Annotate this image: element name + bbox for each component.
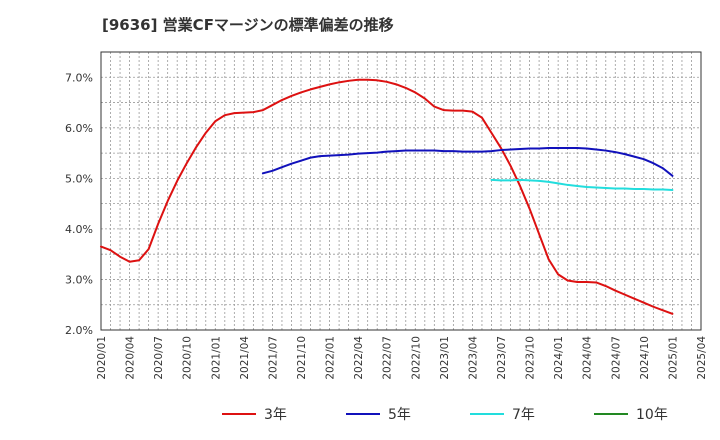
x-tick-label: 2021/07	[267, 336, 279, 380]
x-tick-label: 2025/01	[667, 336, 679, 380]
x-tick-label: 2021/01	[210, 336, 222, 380]
legend-label: 7年	[512, 407, 535, 423]
x-tick-label: 2022/04	[353, 336, 365, 380]
y-tick-label: 2.0%	[65, 324, 93, 337]
y-tick-label: 4.0%	[65, 223, 93, 236]
x-tick-label: 2020/07	[153, 336, 165, 380]
y-tick-label: 5.0%	[65, 172, 93, 185]
y-tick-label: 6.0%	[65, 122, 93, 135]
x-tick-label: 2024/04	[582, 336, 594, 380]
x-tick-label: 2025/04	[696, 336, 708, 380]
x-tick-label: 2020/01	[96, 336, 108, 380]
legend-label: 3年	[264, 407, 287, 423]
plot-frame	[100, 51, 702, 331]
x-tick-label: 2020/10	[182, 336, 194, 380]
x-tick-label: 2023/04	[467, 336, 479, 380]
chart-title: [9636] 営業CFマージンの標準偏差の推移	[102, 16, 394, 34]
legend: 3年 5年 7年 10年	[222, 407, 668, 423]
x-tick-label: 2020/04	[125, 336, 137, 380]
series-line-5年	[261, 147, 674, 177]
y-tick-label: 3.0%	[65, 273, 93, 286]
series-line-7年	[490, 178, 674, 191]
y-tick-label: 7.0%	[65, 71, 93, 84]
x-tick-label: 2023/10	[525, 336, 537, 380]
x-tick-label: 2024/07	[610, 336, 622, 380]
x-tick-label: 2021/04	[239, 336, 251, 380]
x-tick-label: 2022/07	[382, 336, 394, 380]
x-tick-label: 2022/10	[410, 336, 422, 380]
x-tick-label: 2023/07	[496, 336, 508, 380]
x-tick-label: 2021/10	[296, 336, 308, 380]
x-tick-label: 2023/01	[439, 336, 451, 380]
x-tick-label: 2022/01	[325, 336, 337, 380]
x-tick-label: 2024/01	[553, 336, 565, 380]
grid-lines	[101, 52, 701, 330]
legend-label: 5年	[388, 407, 411, 423]
series-layer	[100, 78, 674, 315]
x-tick-label: 2024/10	[639, 336, 651, 380]
legend-label: 10年	[636, 407, 668, 423]
series-line-3年	[100, 78, 674, 315]
x-axis: 2020/01 2020/04 2020/07 2020/10 2021/01 2021/…	[96, 336, 708, 380]
y-axis: 2.0% 3.0% 4.0% 5.0% 6.0% 7.0%	[65, 71, 93, 337]
